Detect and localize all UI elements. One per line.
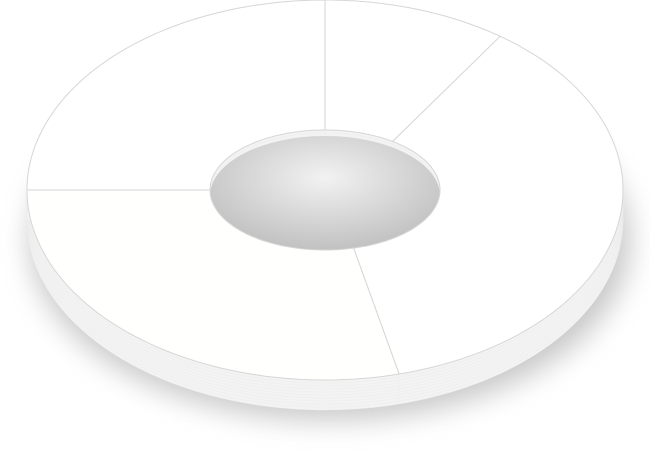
- top-layer: [26, 0, 624, 381]
- segment: [26, 0, 326, 191]
- donut-hole: [210, 136, 440, 256]
